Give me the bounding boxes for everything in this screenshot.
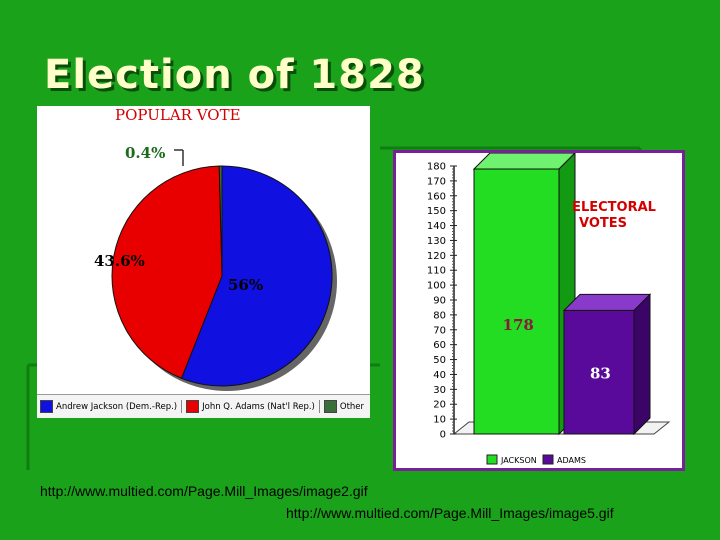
bar-top-jackson bbox=[472, 153, 576, 170]
pie-legend: Andrew Jackson (Dem.-Rep.) John Q. Adams… bbox=[37, 394, 370, 418]
pie-chart bbox=[111, 149, 337, 391]
y-tick-label: 180 bbox=[427, 162, 446, 173]
legend-swatch-other bbox=[323, 400, 337, 413]
bar-side-adams bbox=[633, 293, 651, 436]
y-tick-label: 10 bbox=[433, 415, 446, 426]
pie-slice-adams bbox=[111, 165, 223, 379]
y-tick-label: 150 bbox=[427, 206, 446, 217]
legend-swatch-jackson bbox=[40, 400, 53, 413]
y-tick-label: 120 bbox=[427, 251, 446, 262]
y-tick-label: 90 bbox=[433, 296, 446, 307]
pie-label-jackson: 56% bbox=[228, 276, 264, 294]
legend-label-adams: ADAMS bbox=[557, 456, 586, 465]
legend-entry-other: Other bbox=[318, 400, 365, 413]
y-tick-label: 50 bbox=[433, 355, 446, 366]
bar-chart-title-line-2: VOTES bbox=[579, 216, 627, 231]
legend-swatch-jackson bbox=[486, 454, 498, 465]
slide-title: Election of 1828 bbox=[44, 52, 425, 98]
y-tick-label: 100 bbox=[427, 281, 446, 292]
legend-entry-jackson: Andrew Jackson (Dem.-Rep.) bbox=[40, 400, 177, 413]
legend-label-adams: John Q. Adams (Nat'l Rep.) bbox=[202, 401, 315, 412]
pie-label-other: 0.4% bbox=[125, 144, 166, 162]
y-tick-label: 80 bbox=[433, 310, 446, 321]
legend-swatch-adams bbox=[542, 454, 554, 465]
legend-label-other: Other bbox=[339, 401, 365, 412]
popular-vote-chart: POPULAR VOTE 56% 43.6% 0.4% Andrew Jacks… bbox=[37, 106, 370, 418]
bar-adams bbox=[563, 309, 635, 435]
legend-entry-adams: John Q. Adams (Nat'l Rep.) bbox=[181, 400, 315, 413]
pie-chart-title: POPULAR VOTE bbox=[115, 106, 241, 124]
pie-label-adams: 43.6% bbox=[94, 252, 145, 270]
y-tick-label: 130 bbox=[427, 236, 446, 247]
bar-chart-title-line-1: ELECTORAL bbox=[572, 200, 656, 215]
bar-value-label-jackson: 178 bbox=[503, 316, 534, 334]
pie-slice-jackson bbox=[180, 165, 333, 387]
y-tick-label: 20 bbox=[433, 400, 446, 411]
legend-label-jackson: Andrew Jackson (Dem.-Rep.) bbox=[56, 401, 178, 412]
y-tick-label: 60 bbox=[433, 340, 446, 351]
legend-label-jackson: JACKSON bbox=[500, 456, 537, 465]
y-tick-label: 70 bbox=[433, 325, 446, 336]
pie-slice-other bbox=[218, 165, 223, 277]
electoral-vote-chart: 0 10 20 30 40 50 60 70 80 90 100 110 120 130 140 150 160… bbox=[393, 150, 685, 471]
y-tick-label: 0 bbox=[440, 430, 446, 441]
bar-chart: 0 10 20 30 40 50 60 70 80 90 100 110 120 130 140 150 160… bbox=[427, 153, 671, 465]
source-url-1[interactable]: http://www.multied.com/Page.Mill_Images/… bbox=[40, 483, 368, 499]
y-tick-label: 30 bbox=[433, 385, 446, 396]
y-tick-label: 170 bbox=[427, 176, 446, 187]
y-tick-label: 110 bbox=[427, 266, 446, 277]
source-url-2[interactable]: http://www.multied.com/Page.Mill_Images/… bbox=[286, 505, 614, 521]
legend-swatch-adams bbox=[186, 400, 200, 413]
y-tick-label: 160 bbox=[427, 191, 446, 202]
y-tick-label: 140 bbox=[427, 221, 446, 232]
bar-jackson bbox=[473, 168, 560, 435]
y-tick-label: 40 bbox=[433, 370, 446, 381]
bar-value-label-adams: 83 bbox=[590, 364, 611, 382]
